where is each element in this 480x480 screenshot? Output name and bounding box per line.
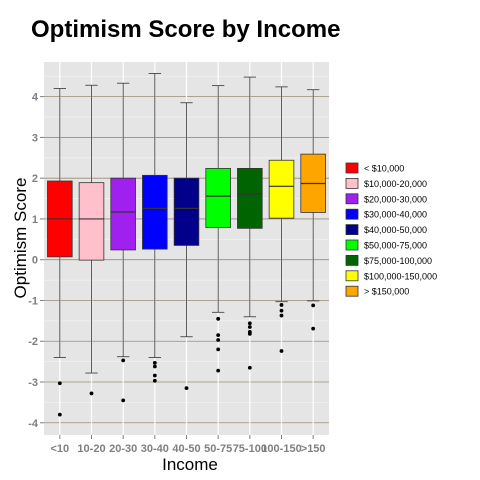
- x-tick-label: 100-150: [261, 443, 301, 455]
- y-tick-label: -2: [28, 336, 38, 348]
- y-tick-label: 4: [32, 92, 39, 104]
- box-40-50: [174, 178, 199, 245]
- outlier-point: [280, 309, 284, 313]
- x-tick-label: 50-75: [204, 443, 232, 455]
- legend-label: $30,000-40,000: [364, 210, 427, 220]
- outlier-point: [216, 347, 220, 351]
- legend-swatch: [346, 209, 358, 219]
- outlier-point: [185, 386, 189, 390]
- legend-swatch: [346, 163, 358, 173]
- outlier-point: [248, 366, 252, 370]
- y-tick-label: 0: [32, 255, 38, 267]
- y-axis-title: Optimism Score: [11, 178, 30, 299]
- x-tick-label: <10: [50, 443, 69, 455]
- outlier-point: [216, 333, 220, 337]
- x-axis-title: Income: [162, 455, 218, 474]
- legend-label: $50,000-75,000: [364, 241, 427, 251]
- outlier-point: [311, 303, 315, 307]
- legend-label: $10,000-20,000: [364, 179, 427, 189]
- y-tick-label: -3: [28, 377, 38, 389]
- outlier-point: [216, 369, 220, 373]
- legend-label: $20,000-30,000: [364, 194, 427, 204]
- outlier-point: [121, 398, 125, 402]
- box-50-75: [206, 168, 231, 227]
- outlier-point: [58, 413, 62, 417]
- x-tick-label: 30-40: [141, 443, 169, 455]
- legend-swatch: [346, 194, 358, 204]
- outlier-point: [153, 374, 157, 378]
- box-75-100: [237, 168, 262, 228]
- outlier-point: [280, 303, 284, 307]
- x-tick-label: 10-20: [77, 443, 105, 455]
- outlier-point: [58, 381, 62, 385]
- y-tick-label: 1: [32, 214, 38, 226]
- outlier-point: [216, 317, 220, 321]
- x-tick-label: 40-50: [172, 443, 200, 455]
- legend-swatch: [346, 225, 358, 235]
- y-tick-label: 2: [32, 173, 38, 185]
- outlier-point: [248, 332, 252, 336]
- legend-label: $40,000-50,000: [364, 225, 427, 235]
- y-tick-label: 3: [32, 132, 38, 144]
- legend-label: $100,000-150,000: [364, 271, 437, 281]
- legend-label: < $10,000: [364, 164, 404, 174]
- outlier-point: [153, 379, 157, 383]
- outlier-point: [90, 392, 94, 396]
- outlier-point: [280, 349, 284, 353]
- outlier-point: [153, 365, 157, 369]
- box-20-30: [111, 178, 136, 250]
- outlier-point: [153, 361, 157, 365]
- legend-swatch: [346, 240, 358, 250]
- outlier-point: [216, 338, 220, 342]
- box-30-40: [142, 175, 167, 249]
- legend-swatch: [346, 255, 358, 265]
- legend-swatch: [346, 271, 358, 281]
- outlier-point: [121, 359, 125, 363]
- chart-title: Optimism Score by Income: [31, 16, 340, 43]
- box-100-150: [269, 160, 294, 218]
- box-10-20: [79, 183, 104, 260]
- legend-label: > $150,000: [364, 287, 409, 297]
- x-tick-label: 20-30: [109, 443, 137, 455]
- legend-label: $75,000-100,000: [364, 256, 432, 266]
- y-tick-label: -4: [28, 418, 39, 430]
- legend-swatch: [346, 286, 358, 296]
- outlier-point: [311, 327, 315, 331]
- outlier-point: [248, 321, 252, 325]
- x-tick-label: >150: [301, 443, 326, 455]
- outlier-point: [248, 325, 252, 329]
- outlier-point: [280, 314, 284, 318]
- legend-swatch: [346, 178, 358, 188]
